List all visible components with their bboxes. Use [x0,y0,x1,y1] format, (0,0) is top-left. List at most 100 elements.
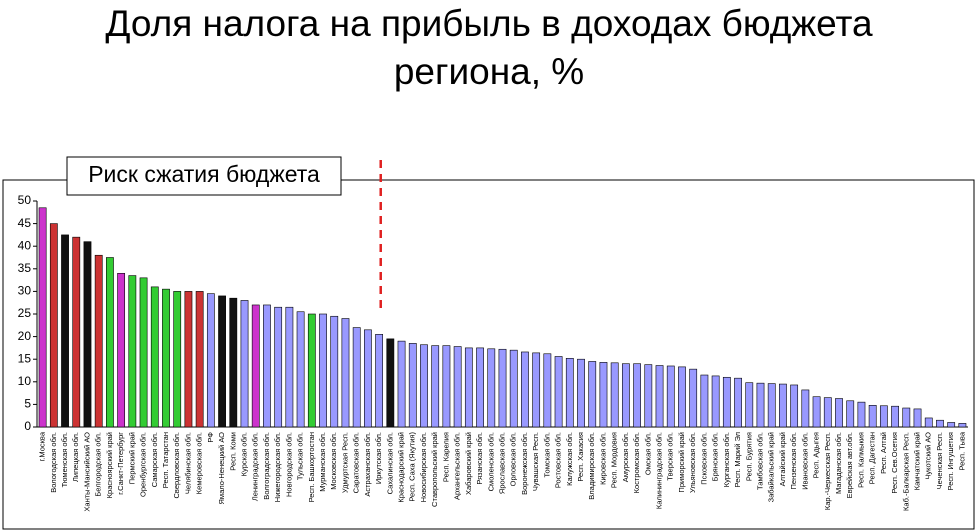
bar [352,327,361,428]
bar [218,295,226,428]
x-tick-label: Владимирская обл. [587,432,596,500]
bar [195,291,204,428]
bar [431,345,440,428]
bar [285,306,294,428]
bar [509,349,518,428]
bar [173,291,182,428]
x-tick-label: Костромская обл. [632,432,641,493]
bar [958,423,967,428]
x-tick-label: Сахалинская обл. [385,432,394,494]
x-tick-label: Нижегородская обл. [273,432,282,502]
x-tick-label: Ханты-Мансийский АО [82,432,91,512]
x-tick-label: Пензенская обл. [789,432,798,489]
bar [790,384,799,428]
x-tick-label: Краснодарский край [397,432,406,503]
bar [812,396,821,428]
bar [678,366,686,428]
x-tick-label: Респ. Мордовия [610,432,619,488]
x-tick-label: Магаданская обл. [834,432,843,494]
x-tick-label: Кар.-Черкесская Респ. [823,432,832,510]
bar [184,291,193,428]
bar [307,313,316,428]
bar [947,422,956,428]
x-tick-label: Белгородская обл. [94,432,103,497]
bar [521,351,529,428]
x-tick-label: г.Москва [38,431,47,461]
bar [240,300,249,428]
x-tick-label: Мурманская обл. [318,432,327,492]
x-tick-label: Тамбовская обл. [755,432,764,490]
bar [767,383,776,428]
x-tick-label: Респ. Саха (Якутия) [408,432,417,502]
bar [38,207,47,428]
x-tick-label: Ставропольский край [430,432,439,507]
bar [375,334,384,428]
x-tick-label: Брянская обл. [711,432,720,481]
bar [263,304,271,428]
x-tick-label: Иркутская обл. [374,432,383,484]
bar [868,405,877,428]
x-tick-label: Ленинградская обл. [251,432,260,501]
x-tick-label: Приморский край [677,432,686,493]
y-tick-label: 25 [18,306,32,320]
bar [162,288,170,428]
x-tick-label: Челябинская обл. [183,432,192,494]
x-tick-label: Астраханская обл. [363,432,372,497]
x-tick-label: Каб.-Балкарская Респ. [901,432,910,511]
bar [106,257,114,428]
x-tick-label: Смоленская обл. [486,432,495,491]
x-tick-label: Ивановская обл. [800,432,809,490]
bar [554,356,563,428]
y-tick-label: 15 [18,351,32,365]
x-tick-label: Псковская обл. [699,432,708,485]
x-tick-label: Кемеровская обл. [195,432,204,494]
bar [543,353,552,428]
bar [420,344,428,428]
x-tick-label: Чукотский АО [924,432,933,480]
x-tick-label: Респ. Алтай [879,432,888,474]
x-tick-label: Липецкая обл. [71,432,80,482]
y-tick-label: 35 [18,261,32,275]
bar [734,377,742,428]
x-tick-label: Чувашская Респ. [531,432,540,491]
bar [364,329,372,428]
bar [936,419,944,428]
bar [644,364,653,428]
bar [588,361,597,428]
x-tick-label: Ярославская обл. [497,432,506,494]
bar [464,347,473,428]
bar [756,382,765,428]
x-tick-label: Томская обл. [542,432,551,477]
bar [913,408,922,428]
x-tick-label: Респ. Ингушетия [946,432,955,490]
bar [319,313,327,428]
x-tick-label: Калужская обл. [565,432,574,486]
bar [621,363,630,428]
x-tick-label: Удмуртская Респ. [340,432,349,493]
bar [722,376,731,428]
bar [296,311,305,428]
x-tick-label: Чеченская Респ. [935,432,944,489]
x-tick-label: Респ. Татарстан [161,432,170,488]
y-tick-label: 0 [24,419,31,433]
x-tick-label: Тюменская обл. [60,432,69,487]
y-tick-label: 10 [18,374,32,388]
bar [274,306,283,428]
bar [206,293,215,428]
bar [655,365,664,428]
x-tick-label: Московская обл. [329,432,338,490]
x-tick-label: Новосибирская обл. [419,432,428,502]
bar [453,346,462,428]
y-tick-label: 45 [18,216,32,230]
x-tick-label: Тульская обл. [296,432,305,480]
x-tick-label: Курская обл. [239,432,248,476]
x-tick-label: Пермский край [127,432,136,484]
bar [879,405,888,428]
x-tick-label: Орловская обл. [509,432,518,486]
chart-title: Доля налога на прибыль в доходах бюджета… [105,3,873,92]
bar [711,375,720,428]
x-tick-label: Амурская обл. [621,432,630,482]
bar [94,254,103,428]
